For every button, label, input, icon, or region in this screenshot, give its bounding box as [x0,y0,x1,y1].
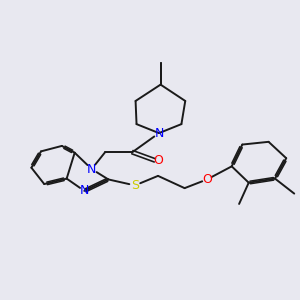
Text: O: O [153,154,163,167]
Text: O: O [202,173,212,186]
Text: N: N [154,127,164,140]
Text: S: S [131,179,139,192]
Text: N: N [80,184,89,197]
Text: N: N [87,163,96,176]
